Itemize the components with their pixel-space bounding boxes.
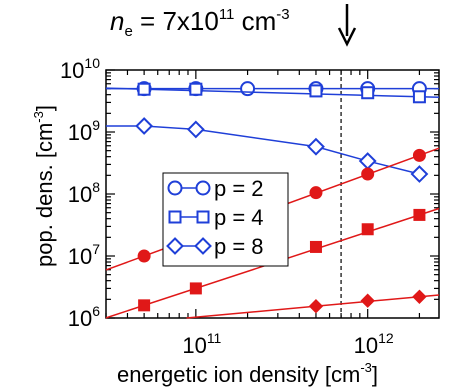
data-point bbox=[189, 282, 202, 295]
y-tick-label: 1010 bbox=[60, 55, 100, 83]
y-tick-label: 106 bbox=[68, 303, 100, 331]
data-point bbox=[309, 240, 322, 253]
y-tick-label-exponent: 9 bbox=[92, 117, 100, 133]
y-tick-label-base: 10 bbox=[60, 58, 84, 83]
legend-marker-right bbox=[195, 180, 211, 196]
legend-marker-left bbox=[166, 237, 184, 255]
data-point bbox=[412, 289, 427, 304]
data-point bbox=[137, 249, 151, 263]
data-point bbox=[186, 120, 205, 139]
data-point bbox=[309, 84, 323, 98]
annotation-symbol: n bbox=[110, 6, 124, 36]
legend-entries: p = 2 p = 4 p = 8 bbox=[166, 176, 264, 259]
x-tick-label-exponent: 12 bbox=[378, 330, 394, 346]
annotation-exponent: 11 bbox=[219, 6, 235, 23]
y-tick-label-base: 10 bbox=[68, 120, 92, 145]
legend-entry: p = 8 bbox=[166, 234, 264, 259]
series-3 bbox=[106, 117, 429, 183]
annotation-arrow bbox=[337, 4, 357, 47]
x-tick-label-base: 10 bbox=[182, 333, 206, 358]
legend-label: p = 8 bbox=[214, 234, 264, 259]
series-layer bbox=[105, 81, 440, 319]
y-axis-label-suffix: ] bbox=[32, 105, 57, 111]
electron-density-annotation: ne = 7x1011 cm-3 bbox=[110, 6, 290, 40]
legend: p = 2 p = 4 p = 8 bbox=[162, 172, 289, 267]
y-axis-label-exponent: -3 bbox=[31, 111, 46, 123]
data-point bbox=[412, 148, 426, 162]
legend-marker-left bbox=[168, 210, 182, 224]
legend-entry: p = 2 bbox=[167, 176, 264, 201]
annotation-subscript: e bbox=[124, 23, 132, 40]
y-tick-label-exponent: 10 bbox=[84, 55, 100, 71]
annotation-equals: = 7x10 bbox=[133, 6, 219, 36]
y-axis-label: pop. dens. [cm-3] bbox=[31, 105, 57, 267]
annotation-unit-exponent: -3 bbox=[276, 6, 289, 23]
y-tick-label-exponent: 7 bbox=[92, 241, 100, 257]
data-point bbox=[410, 165, 429, 183]
y-tick-label-exponent: 8 bbox=[92, 179, 100, 195]
data-point bbox=[308, 298, 324, 314]
x-axis-label-exponent: -3 bbox=[360, 360, 372, 375]
x-tick-label: 1011 bbox=[182, 330, 221, 358]
series-line bbox=[106, 125, 420, 175]
data-point bbox=[360, 293, 375, 308]
y-tick-label-base: 10 bbox=[68, 182, 92, 207]
data-point bbox=[413, 208, 426, 221]
data-point bbox=[412, 90, 426, 104]
y-tick-label-base: 10 bbox=[68, 244, 92, 269]
y-tick-label: 109 bbox=[68, 117, 100, 145]
legend-marker-left bbox=[167, 180, 183, 196]
x-axis-label-suffix: ] bbox=[372, 362, 378, 387]
x-tick-label-base: 10 bbox=[354, 333, 378, 358]
axis-ticks bbox=[105, 69, 439, 319]
data-point bbox=[135, 117, 154, 135]
y-tick-label: 108 bbox=[68, 179, 100, 207]
legend-label: p = 2 bbox=[214, 176, 264, 201]
series-6 bbox=[186, 289, 440, 319]
legend-entry: p = 4 bbox=[168, 205, 264, 230]
y-tick-label-exponent: 6 bbox=[92, 303, 100, 319]
x-axis-label: energetic ion density [cm-3] bbox=[117, 360, 378, 387]
legend-marker-right bbox=[196, 210, 210, 224]
data-point bbox=[240, 81, 256, 97]
y-axis-label-text: pop. dens. [cm bbox=[32, 123, 57, 267]
series-2 bbox=[105, 82, 440, 104]
data-point bbox=[361, 223, 374, 236]
data-point bbox=[358, 152, 377, 170]
data-point bbox=[361, 86, 375, 100]
x-axis-label-text: energetic ion density [cm bbox=[117, 362, 360, 387]
data-point bbox=[361, 167, 375, 181]
data-point bbox=[137, 82, 151, 96]
legend-label: p = 4 bbox=[214, 205, 264, 230]
y-tick-label-base: 10 bbox=[68, 306, 92, 331]
data-point bbox=[138, 299, 151, 312]
x-tick-label-exponent: 11 bbox=[207, 330, 222, 346]
data-point bbox=[189, 82, 203, 96]
legend-marker-right bbox=[194, 237, 212, 255]
y-tick-label: 107 bbox=[68, 241, 100, 269]
data-point bbox=[309, 186, 323, 200]
annotation-unit: cm bbox=[234, 6, 276, 36]
data-point bbox=[307, 137, 325, 156]
series-line bbox=[105, 87, 440, 99]
x-tick-label: 1012 bbox=[354, 330, 394, 358]
